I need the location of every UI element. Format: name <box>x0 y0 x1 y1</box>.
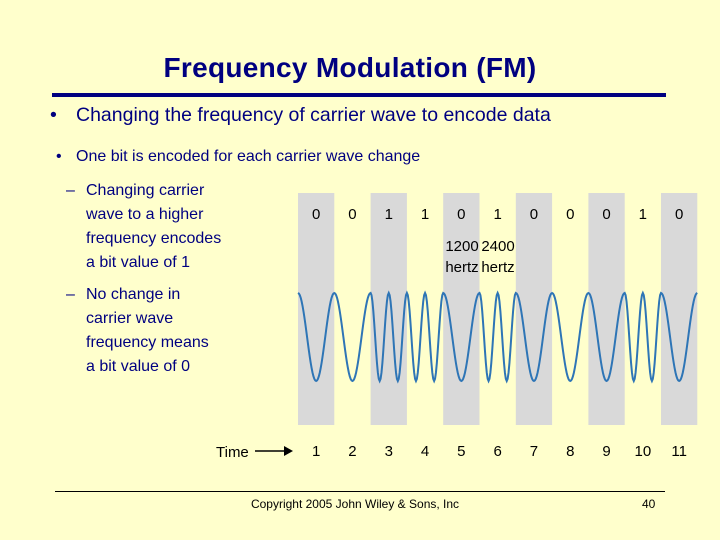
copyright-text: Copyright 2005 John Wiley & Sons, Inc <box>250 497 460 511</box>
freq-low-unit: hertz <box>445 259 478 276</box>
time-tick: 4 <box>421 443 429 460</box>
bit-value: 0 <box>602 206 610 223</box>
freq-high-unit: hertz <box>481 259 514 276</box>
bullet-secondary-text: One bit is encoded for each carrier wave… <box>76 148 421 165</box>
time-tick: 9 <box>602 443 610 460</box>
sub1-line: Changing carrier <box>86 182 205 199</box>
bit-value: 0 <box>312 206 320 223</box>
sub1-line: a bit value of 1 <box>86 254 191 271</box>
time-tick: 6 <box>493 443 501 460</box>
bit-cell <box>370 193 407 425</box>
time-tick: 5 <box>457 443 465 460</box>
time-tick: 3 <box>385 443 393 460</box>
slide-title: Frequency Modulation (FM) <box>163 52 537 83</box>
footer-divider <box>55 491 665 492</box>
page-number: 40 <box>642 497 656 511</box>
bit-value: 1 <box>639 206 647 223</box>
freq-high-value: 2400 <box>481 238 514 255</box>
sub-bullet-higher-frequency: – Changing carrier wave to a higher freq… <box>66 179 221 275</box>
carrier-wave <box>297 290 698 384</box>
sub2-line: frequency means <box>86 334 209 351</box>
time-tick: 2 <box>348 443 356 460</box>
title-underline <box>52 93 666 97</box>
bullet-main-text: Changing the frequency of carrier wave t… <box>76 104 551 126</box>
sub1-line: wave to a higher <box>86 206 204 223</box>
bit-value: 1 <box>421 206 429 223</box>
time-tick: 10 <box>635 443 652 460</box>
bit-value: 0 <box>348 206 356 223</box>
bit-value: 0 <box>566 206 574 223</box>
bit-value: 1 <box>493 206 501 223</box>
bit-value: 1 <box>385 206 393 223</box>
bit-labels: 0 0 1 1 0 1 0 0 0 1 0 <box>312 206 683 223</box>
shaded-cells <box>298 193 698 425</box>
bit-value: 0 <box>457 206 465 223</box>
time-tick: 11 <box>671 443 687 460</box>
frequency-labels: 1200 hertz 2400 hertz <box>445 238 514 276</box>
time-ticks: 1 2 3 4 5 6 7 8 9 10 11 <box>312 443 687 460</box>
dash-icon: – <box>66 286 75 303</box>
bullet-secondary: • One bit is encoded for each carrier wav… <box>56 148 420 166</box>
time-label: Time <box>216 444 249 461</box>
bullet-icon: • <box>56 148 62 165</box>
sub2-line: a bit value of 0 <box>86 358 191 375</box>
sub-bullet-no-change: – No change in carrier wave frequency me… <box>66 283 209 379</box>
time-arrow-icon <box>255 446 293 456</box>
bullet-main: • Changing the frequency of carrier wave … <box>50 104 551 127</box>
time-tick: 7 <box>530 443 538 460</box>
freq-low-value: 1200 <box>445 238 478 255</box>
bit-value: 0 <box>675 206 683 223</box>
sub1-line: frequency encodes <box>86 230 222 247</box>
sub2-line: carrier wave <box>86 310 174 327</box>
sub2-line: No change in <box>86 286 181 303</box>
dash-icon: – <box>66 182 75 199</box>
time-tick: 1 <box>312 443 320 460</box>
bullet-icon: • <box>50 104 57 126</box>
time-tick: 8 <box>566 443 574 460</box>
bit-value: 0 <box>530 206 538 223</box>
